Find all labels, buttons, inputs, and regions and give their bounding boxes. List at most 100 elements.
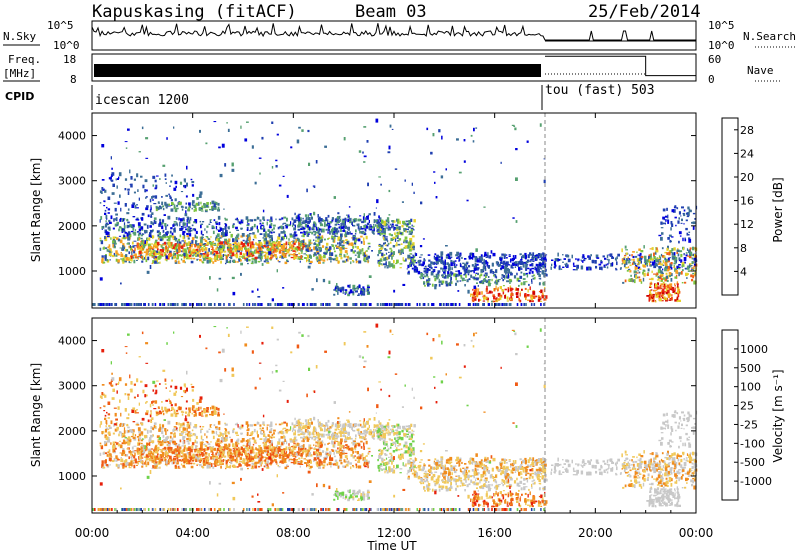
power-cell [352, 303, 354, 306]
power-cell [525, 261, 529, 263]
power-cell [664, 291, 667, 293]
power-cell [202, 248, 205, 251]
power-cell [279, 249, 283, 251]
power-cell [324, 222, 326, 226]
power-cell [269, 239, 272, 243]
power-cell [449, 257, 452, 260]
power-cell [669, 274, 671, 278]
power-cell [161, 235, 164, 238]
velocity-cell [104, 452, 108, 455]
power-cell [120, 227, 123, 232]
power-cell [127, 303, 129, 306]
power-cell [582, 260, 584, 263]
power-cell [277, 259, 279, 262]
power-cell [358, 293, 360, 296]
power-cell [161, 201, 164, 205]
power-cell [520, 258, 523, 261]
power-cell [304, 243, 307, 245]
velocity-cell [226, 446, 228, 449]
power-cell [551, 263, 553, 266]
power-cell [381, 255, 384, 258]
power-cell [397, 231, 400, 235]
power-cell [138, 228, 141, 232]
power-cell [251, 255, 254, 258]
power-cell [308, 263, 312, 265]
power-cell [380, 244, 384, 247]
power-cell [297, 256, 301, 258]
power-cell [493, 273, 496, 276]
power-cell [669, 297, 672, 300]
power-cell [327, 231, 329, 234]
power-cell [122, 246, 125, 250]
power-cell [278, 261, 281, 263]
velocity-cell [152, 460, 155, 463]
power-cell [384, 248, 387, 251]
power-cell [483, 303, 485, 306]
velocity-cell [120, 463, 122, 465]
power-cell [424, 265, 427, 268]
power-cell [256, 225, 258, 230]
power-cell [293, 248, 295, 251]
power-cell [665, 297, 668, 301]
power-cell [523, 303, 525, 306]
power-cell [624, 279, 627, 283]
power-cell [404, 236, 408, 240]
power-cell [334, 233, 338, 235]
velocity-cell [152, 465, 155, 469]
power-cell [405, 240, 408, 244]
power-cell [224, 232, 228, 237]
power-cell [529, 253, 533, 256]
power-cell [667, 257, 670, 262]
power-cell [114, 303, 116, 306]
power-cell [521, 256, 523, 260]
power-cell [167, 236, 170, 238]
velocity-cell [278, 448, 282, 453]
power-cell [595, 254, 599, 258]
power-cell [99, 239, 102, 242]
power-cell [655, 300, 657, 303]
power-cell [665, 272, 668, 275]
power-cell [138, 246, 141, 250]
power-cell [514, 127, 517, 131]
power-cell [582, 256, 585, 258]
power-cell [205, 236, 208, 238]
power-cell [187, 217, 190, 221]
power-cell [143, 243, 146, 248]
power-cell [190, 229, 193, 232]
power-cell [249, 244, 252, 248]
power-cell [217, 202, 220, 206]
power-cell [487, 276, 490, 278]
power-cell [169, 250, 172, 254]
power-cell [158, 251, 161, 254]
power-cell [336, 219, 339, 223]
power-cell [645, 259, 649, 263]
power-cell [445, 275, 447, 278]
velocity-cell [235, 444, 239, 448]
power-cell [577, 258, 580, 261]
velocity-cell [318, 446, 321, 451]
power-cell [485, 279, 487, 282]
power-cell [251, 251, 254, 254]
power-cell [200, 225, 202, 229]
power-cell [403, 259, 406, 262]
power-cell [102, 188, 105, 191]
power-cell [185, 206, 188, 209]
power-cell [472, 303, 475, 306]
power-cell [336, 303, 338, 306]
power-cell [515, 148, 518, 151]
velocity-cell [339, 447, 342, 452]
power-cell [357, 218, 360, 222]
power-cell [541, 258, 544, 262]
power-cell [491, 291, 493, 294]
power-cell [606, 266, 609, 269]
power-cell [165, 194, 168, 197]
power-cell [317, 230, 320, 234]
power-cell [218, 222, 221, 226]
power-cell [373, 223, 375, 226]
power-cell [472, 288, 474, 291]
power-cell [104, 212, 107, 215]
power-cell [259, 252, 263, 257]
power-cell [396, 226, 399, 229]
power-cell [216, 288, 219, 292]
power-cell [137, 255, 141, 257]
